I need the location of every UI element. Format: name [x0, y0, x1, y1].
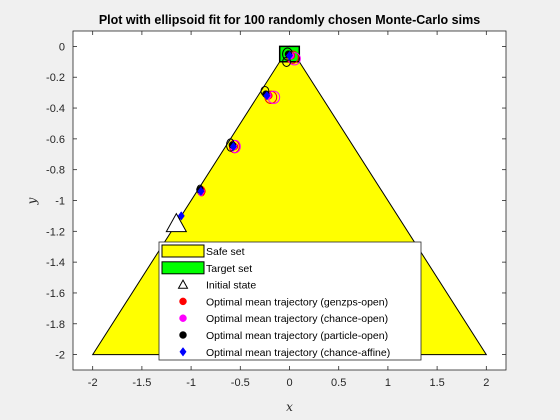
x-tick-label: -2 [88, 377, 98, 389]
legend: Safe set Target set Initial state Optimal m… [158, 241, 422, 361]
data-point-chance-affine [229, 141, 237, 152]
initial-state-marker [165, 212, 188, 233]
legend-label: Optimal mean trajectory (chance-affine) [206, 347, 390, 359]
x-axis-label: x [286, 400, 293, 414]
legend-label: Optimal mean trajectory (chance-open) [206, 313, 388, 325]
data-point-chance-affine [177, 211, 185, 221]
x-tick-label: 0.5 [331, 377, 346, 389]
axes-layer: -2 -1.5 -1 -0.5 0 0.5 1 1.5 2 0 -0.2 -0.4 -0.6 -0.8 -1… [46, 31, 506, 389]
data-point-chance-affine [263, 91, 271, 101]
x-tick-label: 0 [286, 377, 292, 389]
legend-particle-open: Optimal mean trajectory (particle-open) [179, 330, 388, 342]
data-point-chance-affine [197, 186, 205, 196]
y-tick-label: -1.8 [46, 319, 65, 331]
legend-genzps-open: Optimal mean trajectory (genzps-open) [179, 296, 388, 308]
legend-marker-icon [179, 314, 187, 322]
chart-title: Plot with ellipsoid fit for 100 randomly… [99, 13, 480, 27]
legend-marker-icon [177, 279, 189, 289]
legend-marker-icon [179, 297, 187, 306]
data-point-chance-affine [285, 50, 294, 61]
y-tick-label: -0.6 [46, 134, 65, 146]
y-tick-label: -1.6 [46, 288, 65, 300]
legend-patch-icon [161, 244, 205, 258]
legend-marker-icon [179, 331, 187, 339]
legend-chance-affine: Optimal mean trajectory (chance-affine) [179, 347, 390, 359]
legend-patch-icon [161, 261, 205, 275]
x-tick-label: -1 [186, 377, 196, 389]
y-tick-label: -2 [55, 350, 65, 362]
y-tick-label: -1.4 [46, 257, 65, 269]
x-tick-label: 1 [385, 377, 391, 389]
y-tick-label: 0 [59, 41, 65, 53]
legend-label: Optimal mean trajectory (particle-open) [206, 330, 388, 342]
x-tick-label: -1.5 [132, 377, 151, 389]
trajectory-markers-layer [165, 50, 296, 233]
y-tick-label: -0.2 [46, 72, 65, 84]
legend-label: Safe set [206, 246, 245, 258]
legend-target-set: Target set [161, 261, 252, 275]
y-tick-label: -1 [55, 196, 65, 208]
x-tick-label: 2 [483, 377, 489, 389]
legend-entries: Safe set Target set Initial state Optimal m… [161, 244, 390, 359]
legend-marker-icon [179, 347, 187, 357]
legend-chance-open: Optimal mean trajectory (chance-open) [179, 313, 388, 325]
legend-safe-set: Safe set [161, 244, 245, 258]
x-tick-label: -0.5 [231, 377, 250, 389]
legend-label: Initial state [206, 280, 256, 292]
y-tick-label: -0.4 [46, 103, 65, 115]
legend-label: Optimal mean trajectory (genzps-open) [206, 296, 388, 308]
legend-label: Target set [206, 263, 252, 275]
y-tick-label: -1.2 [46, 226, 65, 238]
legend-initial-state: Initial state [177, 279, 256, 292]
x-tick-label: 1.5 [429, 377, 444, 389]
y-axis-label: y [25, 197, 39, 205]
y-tick-label: -0.8 [46, 165, 65, 177]
